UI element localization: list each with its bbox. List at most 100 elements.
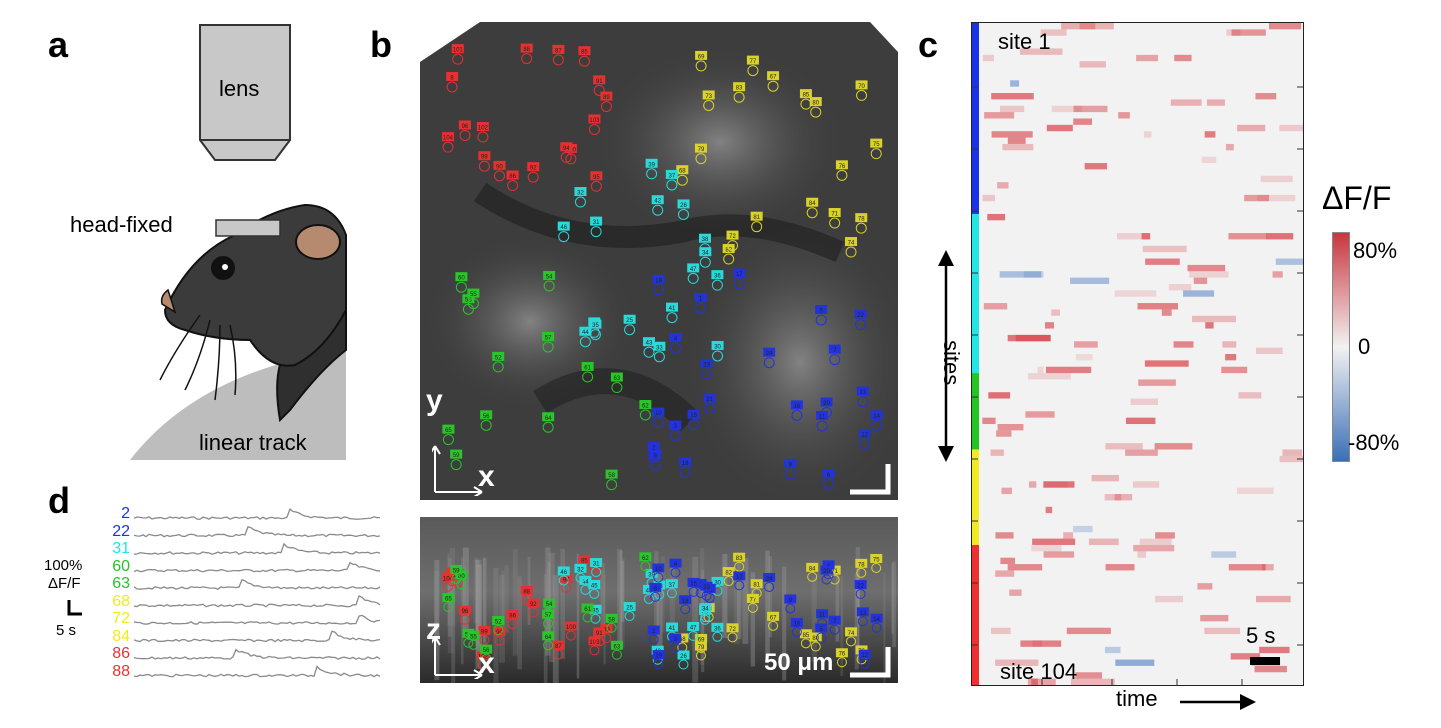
svg-text:55: 55 xyxy=(470,292,477,298)
roi-blue-6: 6 xyxy=(822,469,835,490)
roi-xz-green-61: 61 xyxy=(581,603,594,623)
trace-label-86: 86 xyxy=(112,645,130,662)
svg-text:34: 34 xyxy=(702,251,709,257)
svg-text:23: 23 xyxy=(703,585,710,591)
microscopy-xy-image: 8888710489103102868591101100909995949692… xyxy=(420,22,898,500)
trace-label-60: 60 xyxy=(112,557,130,575)
svg-text:85: 85 xyxy=(803,93,810,99)
svg-text:22: 22 xyxy=(857,584,864,590)
roi-xz-yellow-79: 79 xyxy=(694,641,707,661)
roi-blue-1: 1 xyxy=(694,293,707,314)
roi-xz-cyan-35: 35 xyxy=(589,604,602,624)
roi-green-58: 58 xyxy=(605,469,618,491)
roi-xz-cyan-47: 47 xyxy=(687,621,700,641)
roi-yellow-69: 69 xyxy=(695,50,708,72)
svg-text:44: 44 xyxy=(582,579,589,585)
roi-blue-10: 10 xyxy=(652,407,665,429)
roi-yellow-80: 80 xyxy=(809,97,822,118)
axis-x-label: x xyxy=(478,460,495,493)
svg-text:37: 37 xyxy=(669,173,676,179)
svg-text:21: 21 xyxy=(706,397,713,403)
roi-cyan-35: 35 xyxy=(589,319,602,341)
roi-xz-blue-22: 22 xyxy=(854,580,867,600)
roi-xz-green-60: 60 xyxy=(455,570,468,590)
roi-xz-blue-9: 9 xyxy=(784,594,797,614)
panel-c-letter: c xyxy=(918,24,939,65)
roi-xz-cyan-36: 36 xyxy=(711,622,724,642)
svg-text:84: 84 xyxy=(809,566,816,572)
roi-xz-cyan-26: 26 xyxy=(677,650,690,670)
trace-line-63 xyxy=(134,578,381,590)
svg-text:17: 17 xyxy=(736,272,743,278)
roi-blue-4: 4 xyxy=(669,333,682,354)
svg-text:80: 80 xyxy=(812,636,819,642)
roi-xz-cyan-37: 37 xyxy=(665,579,678,599)
axes-xy xyxy=(432,445,483,496)
svg-text:82: 82 xyxy=(725,248,732,254)
svg-text:59: 59 xyxy=(453,453,460,459)
roi-blue-22: 22 xyxy=(854,309,867,331)
headplate xyxy=(215,219,281,237)
roi-blue-15: 15 xyxy=(687,409,700,431)
svg-text:1: 1 xyxy=(699,297,703,303)
colorbar-mid-label: 0 xyxy=(1358,334,1371,359)
svg-text:3: 3 xyxy=(674,424,678,430)
svg-text:101: 101 xyxy=(453,48,464,54)
roi-blue-16: 16 xyxy=(790,400,803,421)
svg-text:43: 43 xyxy=(646,341,653,347)
panel-b-letter: b xyxy=(370,24,392,65)
trace-label-88: 88 xyxy=(112,662,130,680)
roi-xz-cyan-43: 43 xyxy=(642,584,655,604)
svg-text:54: 54 xyxy=(546,602,553,608)
svg-text:76: 76 xyxy=(839,164,846,170)
trace-line-84 xyxy=(134,630,381,643)
svg-text:83: 83 xyxy=(736,556,743,562)
svg-text:92: 92 xyxy=(530,602,537,608)
svg-text:104: 104 xyxy=(443,136,454,142)
roi-cyan-37: 37 xyxy=(665,169,678,191)
svg-text:76: 76 xyxy=(839,652,846,658)
svg-text:88: 88 xyxy=(523,590,530,596)
time-arrow xyxy=(1180,694,1256,710)
svg-text:68: 68 xyxy=(679,637,686,643)
svg-text:61: 61 xyxy=(584,607,591,613)
roi-red-91: 91 xyxy=(593,75,606,96)
svg-text:85: 85 xyxy=(803,633,810,639)
svg-text:41: 41 xyxy=(669,306,676,312)
svg-text:20: 20 xyxy=(823,401,830,407)
svg-text:59: 59 xyxy=(453,568,460,574)
svg-text:26: 26 xyxy=(680,654,687,660)
svg-text:2: 2 xyxy=(652,629,656,635)
svg-text:100: 100 xyxy=(566,625,577,631)
svg-text:85: 85 xyxy=(581,50,588,56)
roi-xz-blue-8: 8 xyxy=(649,582,662,602)
svg-text:87: 87 xyxy=(555,48,562,54)
svg-text:54: 54 xyxy=(546,274,553,280)
roi-xz-cyan-46: 46 xyxy=(557,566,570,586)
scale-bar-xz xyxy=(850,647,891,678)
colorbar-max-label: 80% xyxy=(1353,238,1398,263)
roi-xz-yellow-76: 76 xyxy=(835,648,848,668)
roi-xz-green-57: 57 xyxy=(542,609,555,629)
roi-xz-blue-15: 15 xyxy=(687,577,700,597)
svg-text:77: 77 xyxy=(750,597,757,603)
svg-text:88: 88 xyxy=(523,47,530,53)
svg-text:65: 65 xyxy=(445,428,452,434)
svg-text:13: 13 xyxy=(860,390,867,396)
roi-green-60: 60 xyxy=(455,272,468,293)
roi-cyan-42: 42 xyxy=(651,195,664,216)
roi-green-62: 62 xyxy=(639,399,652,421)
svg-text:32: 32 xyxy=(577,567,584,573)
svg-text:15: 15 xyxy=(690,581,697,587)
svg-text:17: 17 xyxy=(736,575,743,581)
svg-text:74: 74 xyxy=(848,241,855,247)
trace-label-63: 63 xyxy=(112,575,130,592)
svg-text:47: 47 xyxy=(690,625,697,631)
roi-cyan-30: 30 xyxy=(711,340,724,362)
svg-text:102: 102 xyxy=(478,655,489,661)
roi-green-55: 55 xyxy=(467,288,480,310)
svg-text:80: 80 xyxy=(812,101,819,107)
roi-xz-red-99: 99 xyxy=(478,625,491,645)
roi-red-101: 101 xyxy=(451,44,464,65)
svg-text:25: 25 xyxy=(626,318,633,324)
